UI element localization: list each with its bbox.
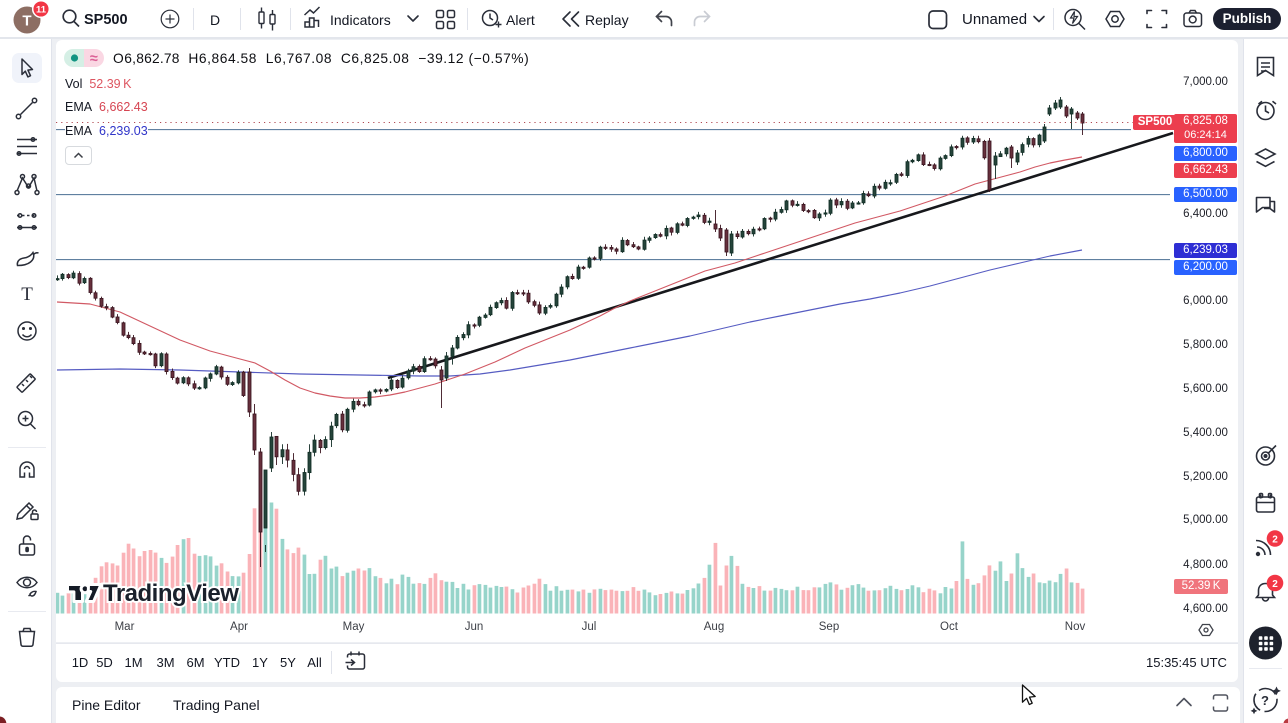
svg-text:2: 2	[1272, 535, 1278, 546]
svg-text:≈: ≈	[90, 51, 98, 67]
svg-text:T: T	[21, 284, 33, 305]
svg-text:11: 11	[36, 5, 47, 16]
svg-text:?: ?	[1261, 693, 1269, 708]
svg-text:2: 2	[1272, 579, 1278, 590]
svg-text:TradingView: TradingView	[103, 580, 239, 607]
svg-text:T: T	[22, 13, 31, 30]
